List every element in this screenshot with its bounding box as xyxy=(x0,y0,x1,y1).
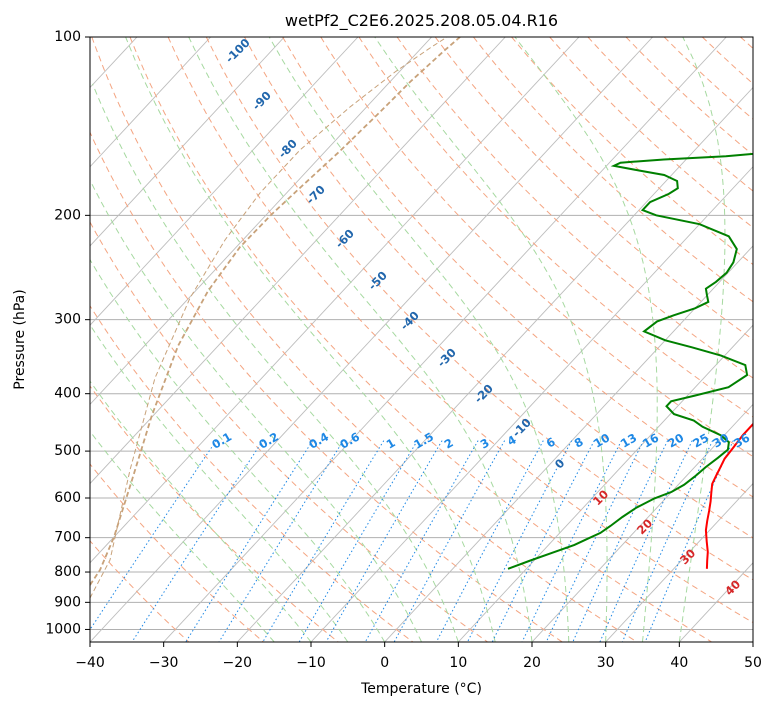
moist-adiabat-line xyxy=(90,430,275,642)
x-axis-label: Temperature (°C) xyxy=(360,681,482,697)
x-tick-label: 50 xyxy=(744,655,762,671)
isotherm-line xyxy=(90,37,432,406)
isotherm-line xyxy=(90,37,359,326)
isotherm-line xyxy=(605,482,753,642)
x-axis-ticks: −40 −30 −20 −10 0 10 20 30 40 50 xyxy=(75,642,762,671)
dry-adiabat-line xyxy=(90,131,563,642)
mixing-ratio-label: 10 xyxy=(591,431,612,451)
mixing-ratio-line xyxy=(325,440,443,642)
mixing-ratio-line xyxy=(262,440,385,642)
mixing-ratio-label: 25 xyxy=(690,431,711,451)
mixing-ratio-lines xyxy=(90,440,734,642)
mixing-ratio-line xyxy=(572,440,669,642)
x-tick-label: 20 xyxy=(523,655,541,671)
y-axis-ticks: 100 200 300 400 500 600 700 800 900 1000 xyxy=(45,29,90,637)
mixing-ratio-label: 36 xyxy=(731,431,752,451)
dry-adiabat-line xyxy=(282,37,753,498)
mixing-ratio-line xyxy=(131,440,264,642)
moist-adiabat-line xyxy=(678,37,726,642)
x-tick-label: 30 xyxy=(597,655,615,671)
isotherm-line xyxy=(163,37,727,642)
y-tick-label: 900 xyxy=(54,594,81,610)
dry-adiabats xyxy=(90,37,753,642)
y-axis-label: Pressure (hPa) xyxy=(12,289,28,389)
plot-area xyxy=(90,37,753,642)
mixing-ratio-label: 16 xyxy=(640,431,661,451)
y-tick-label: 600 xyxy=(54,490,81,506)
x-tick-label: −10 xyxy=(296,655,326,671)
moist-adiabat-line xyxy=(188,37,533,642)
tan-curve xyxy=(90,37,461,586)
plot-frame xyxy=(89,36,754,643)
moist-adiabat-line xyxy=(90,323,349,642)
dry-adiabat-line xyxy=(473,37,753,303)
tan-curve xyxy=(90,37,448,599)
mixing-ratio-line xyxy=(599,440,693,642)
dry-adiabat-line xyxy=(320,37,753,458)
moist-adiabats xyxy=(90,37,726,642)
dry-adiabat-line xyxy=(90,304,414,642)
isotherm-line xyxy=(237,86,753,642)
chart-title: wetPf2_C2E6.2025.208.05.04.R16 xyxy=(285,11,558,31)
dry-adiabat-line xyxy=(205,37,753,581)
y-tick-label: 500 xyxy=(54,443,81,459)
temperature-line xyxy=(704,422,753,569)
moist-adiabat-line xyxy=(90,258,386,642)
mixing-ratio-line xyxy=(521,440,622,642)
y-tick-label: 700 xyxy=(54,530,81,546)
y-tick-label: 300 xyxy=(54,312,81,328)
mixing-ratio-line xyxy=(491,440,595,642)
dry-adiabat-line xyxy=(549,37,753,229)
dewpoint-line xyxy=(507,152,753,570)
isotherm-line xyxy=(458,324,753,642)
x-tick-label: −20 xyxy=(223,655,253,671)
mixing-ratio-label: 13 xyxy=(618,431,639,451)
isotherm-line xyxy=(90,37,653,642)
dry-adiabat-line xyxy=(167,37,753,624)
isotherm-line xyxy=(90,37,285,247)
moist-adiabat-line xyxy=(90,380,312,642)
y-tick-label: 100 xyxy=(54,29,81,45)
mixing-ratio-line xyxy=(90,440,217,631)
dry-adiabat-line xyxy=(91,37,638,642)
x-tick-label: 40 xyxy=(670,655,688,671)
y-tick-label: 1000 xyxy=(45,621,81,637)
moist-adiabat-line xyxy=(514,37,658,642)
mixing-ratio-line xyxy=(467,440,573,642)
dry-adiabat-line xyxy=(587,37,753,192)
sounding-series xyxy=(507,152,753,570)
mixing-ratio-label: 30 xyxy=(710,431,731,451)
isotherm-line xyxy=(90,37,506,485)
y-tick-label: 200 xyxy=(54,207,81,223)
x-tick-label: −30 xyxy=(149,655,179,671)
dry-adiabat-line xyxy=(358,37,753,418)
x-tick-label: −40 xyxy=(75,655,105,671)
moist-adiabat-line xyxy=(374,37,608,642)
moist-adiabat-line xyxy=(90,179,422,642)
x-tick-label: 0 xyxy=(380,655,389,671)
y-tick-label: 400 xyxy=(54,386,81,402)
mixing-ratio-line xyxy=(298,440,418,642)
mixing-ratio-line xyxy=(545,440,644,642)
isotherm-line xyxy=(531,403,753,642)
mixing-ratio-line xyxy=(218,440,344,642)
y-tick-label: 800 xyxy=(54,564,81,580)
dry-adiabat-line xyxy=(90,463,264,642)
isotherm-line xyxy=(310,166,753,642)
isotherm-gridlines xyxy=(90,37,753,642)
moist-adiabat-line xyxy=(92,83,459,642)
isotherm-line xyxy=(90,37,580,564)
moist-adiabat-line xyxy=(268,37,570,642)
x-tick-label: 10 xyxy=(449,655,467,671)
moist-adiabat-line xyxy=(125,37,496,642)
mixing-ratio-label: 20 xyxy=(665,431,686,451)
tan-reference-curves xyxy=(90,37,461,599)
mixing-ratio-line xyxy=(364,440,479,642)
dry-adiabat-line xyxy=(129,37,712,642)
